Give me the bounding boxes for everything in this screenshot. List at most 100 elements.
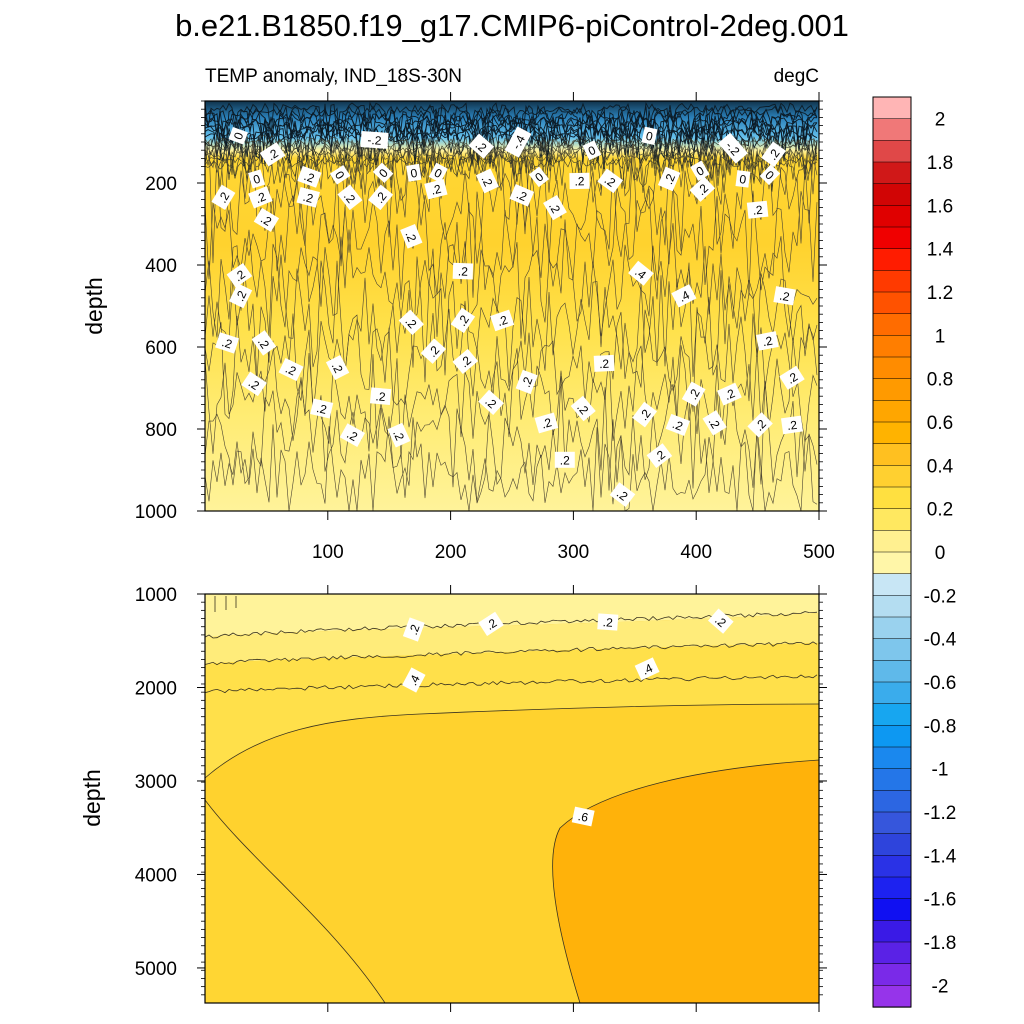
contour-label: -.2 bbox=[718, 132, 748, 164]
contour-label: .2 bbox=[543, 194, 567, 221]
contour-label: .2 bbox=[297, 165, 322, 188]
contour-label: .6 bbox=[571, 806, 595, 827]
contour-label-box bbox=[337, 184, 363, 211]
contour-label-box bbox=[248, 186, 273, 209]
region-0.6-plus bbox=[552, 760, 819, 1003]
contour-label-text: -.2 bbox=[367, 133, 382, 148]
contour-label: .4 bbox=[628, 260, 654, 286]
colorbar-swatch bbox=[872, 421, 912, 445]
contour-label-text: .2 bbox=[315, 401, 328, 417]
x-tick-label: 500 bbox=[803, 542, 835, 563]
contour-label-box bbox=[329, 164, 351, 185]
contour-label: .2 bbox=[310, 398, 334, 419]
colorbar-swatch bbox=[872, 291, 912, 315]
top-contour-line bbox=[205, 416, 818, 511]
contour-label-box bbox=[554, 451, 575, 468]
y-tick-label: 600 bbox=[145, 338, 177, 359]
contour-label-box bbox=[400, 224, 423, 249]
contour-label-text: .2 bbox=[495, 313, 509, 330]
contour-label-box bbox=[571, 806, 595, 827]
contour-label: .2 bbox=[779, 365, 805, 390]
contour-label: .2 bbox=[632, 401, 658, 428]
colorbar-swatch bbox=[872, 660, 912, 683]
contour-label-text: .2 bbox=[429, 182, 442, 198]
contour-label: .2 bbox=[657, 166, 681, 192]
bottom-contour-line bbox=[205, 596, 237, 614]
contour-label-box bbox=[746, 200, 769, 219]
contour-label-text: .2 bbox=[778, 289, 791, 305]
contour-label-box bbox=[657, 166, 681, 192]
contour-label: .2 bbox=[211, 184, 236, 210]
contour-label: .2 bbox=[420, 338, 447, 364]
y-tick-label: 1000 bbox=[135, 502, 177, 523]
contour-label-box bbox=[702, 410, 727, 436]
contour-label: 0 bbox=[582, 140, 602, 161]
contour-label: .2 bbox=[400, 224, 423, 249]
contour-label-box bbox=[387, 422, 411, 448]
colorbar-label: 0.4 bbox=[927, 456, 954, 477]
colorbar-frame bbox=[872, 96, 912, 1008]
contour-label: .2 bbox=[478, 389, 504, 416]
colorbar-label: -0.2 bbox=[924, 586, 957, 607]
contour-label-box bbox=[628, 260, 654, 286]
contour-label-text: .2 bbox=[560, 453, 570, 467]
contour-label-box bbox=[681, 381, 706, 407]
contour-label-box bbox=[398, 309, 424, 336]
top-contour-line bbox=[205, 126, 818, 169]
colorbar-swatch bbox=[872, 963, 912, 986]
contour-label-box bbox=[452, 262, 474, 280]
contour-label-text: 0 bbox=[409, 166, 418, 181]
top-contour-line bbox=[205, 111, 818, 150]
bottom-contour-line bbox=[205, 674, 818, 694]
contour-label-box bbox=[718, 132, 748, 164]
colorbar-swatch bbox=[872, 465, 912, 488]
contour-label: -.4 bbox=[504, 126, 532, 158]
contour-label-box bbox=[780, 415, 804, 435]
contour-label-text: 0 bbox=[252, 172, 263, 187]
colorbar-label: -1.6 bbox=[924, 890, 957, 911]
contour-label-box bbox=[509, 184, 535, 207]
contour-label: .2 bbox=[475, 168, 499, 194]
colorbar-swatch bbox=[872, 855, 912, 878]
contour-label-text: .2 bbox=[540, 415, 554, 431]
colorbar-swatch bbox=[872, 725, 912, 748]
contour-label-box bbox=[609, 482, 636, 508]
colorbar-label: -1 bbox=[932, 760, 949, 781]
colorbar-swatch bbox=[872, 530, 912, 553]
left-subtitle: TEMP anomaly, IND_18S-30N bbox=[205, 66, 462, 87]
contour-label-box bbox=[226, 263, 253, 288]
colorbar-label: 0.8 bbox=[927, 370, 953, 391]
contour-label-box bbox=[779, 365, 805, 390]
contour-label-text: .2 bbox=[406, 622, 423, 636]
contour-label: .2 bbox=[253, 207, 280, 232]
contour-label-box bbox=[671, 284, 697, 308]
contour-label-text: .2 bbox=[220, 335, 234, 352]
contour-label: .2 bbox=[570, 395, 596, 422]
contour-label: 0 bbox=[759, 164, 781, 186]
top-contour-line bbox=[205, 140, 818, 267]
contour-label: .2 bbox=[702, 410, 727, 436]
contour-label-box bbox=[597, 613, 619, 631]
contour-label-box bbox=[428, 162, 448, 183]
region-left-wedge bbox=[205, 800, 385, 1003]
contour-label: .2 bbox=[325, 354, 350, 381]
colorbar-swatch bbox=[872, 270, 912, 293]
contour-label-box bbox=[717, 382, 742, 406]
bottom-contour-labels: .2 .2 .2 .2 .4 .4 .6 bbox=[402, 608, 734, 827]
contour-label-box bbox=[424, 179, 448, 200]
contour-label: 0 bbox=[228, 126, 248, 145]
contour-label: .2 bbox=[780, 415, 804, 435]
top-axes: 200 400 600 800 1000 100 200 300 400 500 bbox=[135, 92, 835, 563]
contour-label-text: .2 bbox=[599, 357, 610, 372]
contour-label-text: 0 bbox=[645, 129, 655, 144]
contour-label-box bbox=[406, 163, 422, 182]
contour-label: .2 bbox=[241, 371, 267, 397]
contour-label-box bbox=[478, 389, 504, 416]
top-contour-line bbox=[205, 121, 818, 161]
contour-label-box bbox=[248, 169, 266, 189]
contour-label-box bbox=[708, 608, 734, 634]
contour-label-box bbox=[325, 354, 350, 381]
contour-label-box bbox=[690, 160, 710, 181]
contour-label-text: .2 bbox=[302, 169, 316, 186]
bottom-panel: .2 .2 .2 .2 .4 .4 .6 1000 2000 3000 4000 5000 dept… bbox=[79, 585, 827, 1012]
